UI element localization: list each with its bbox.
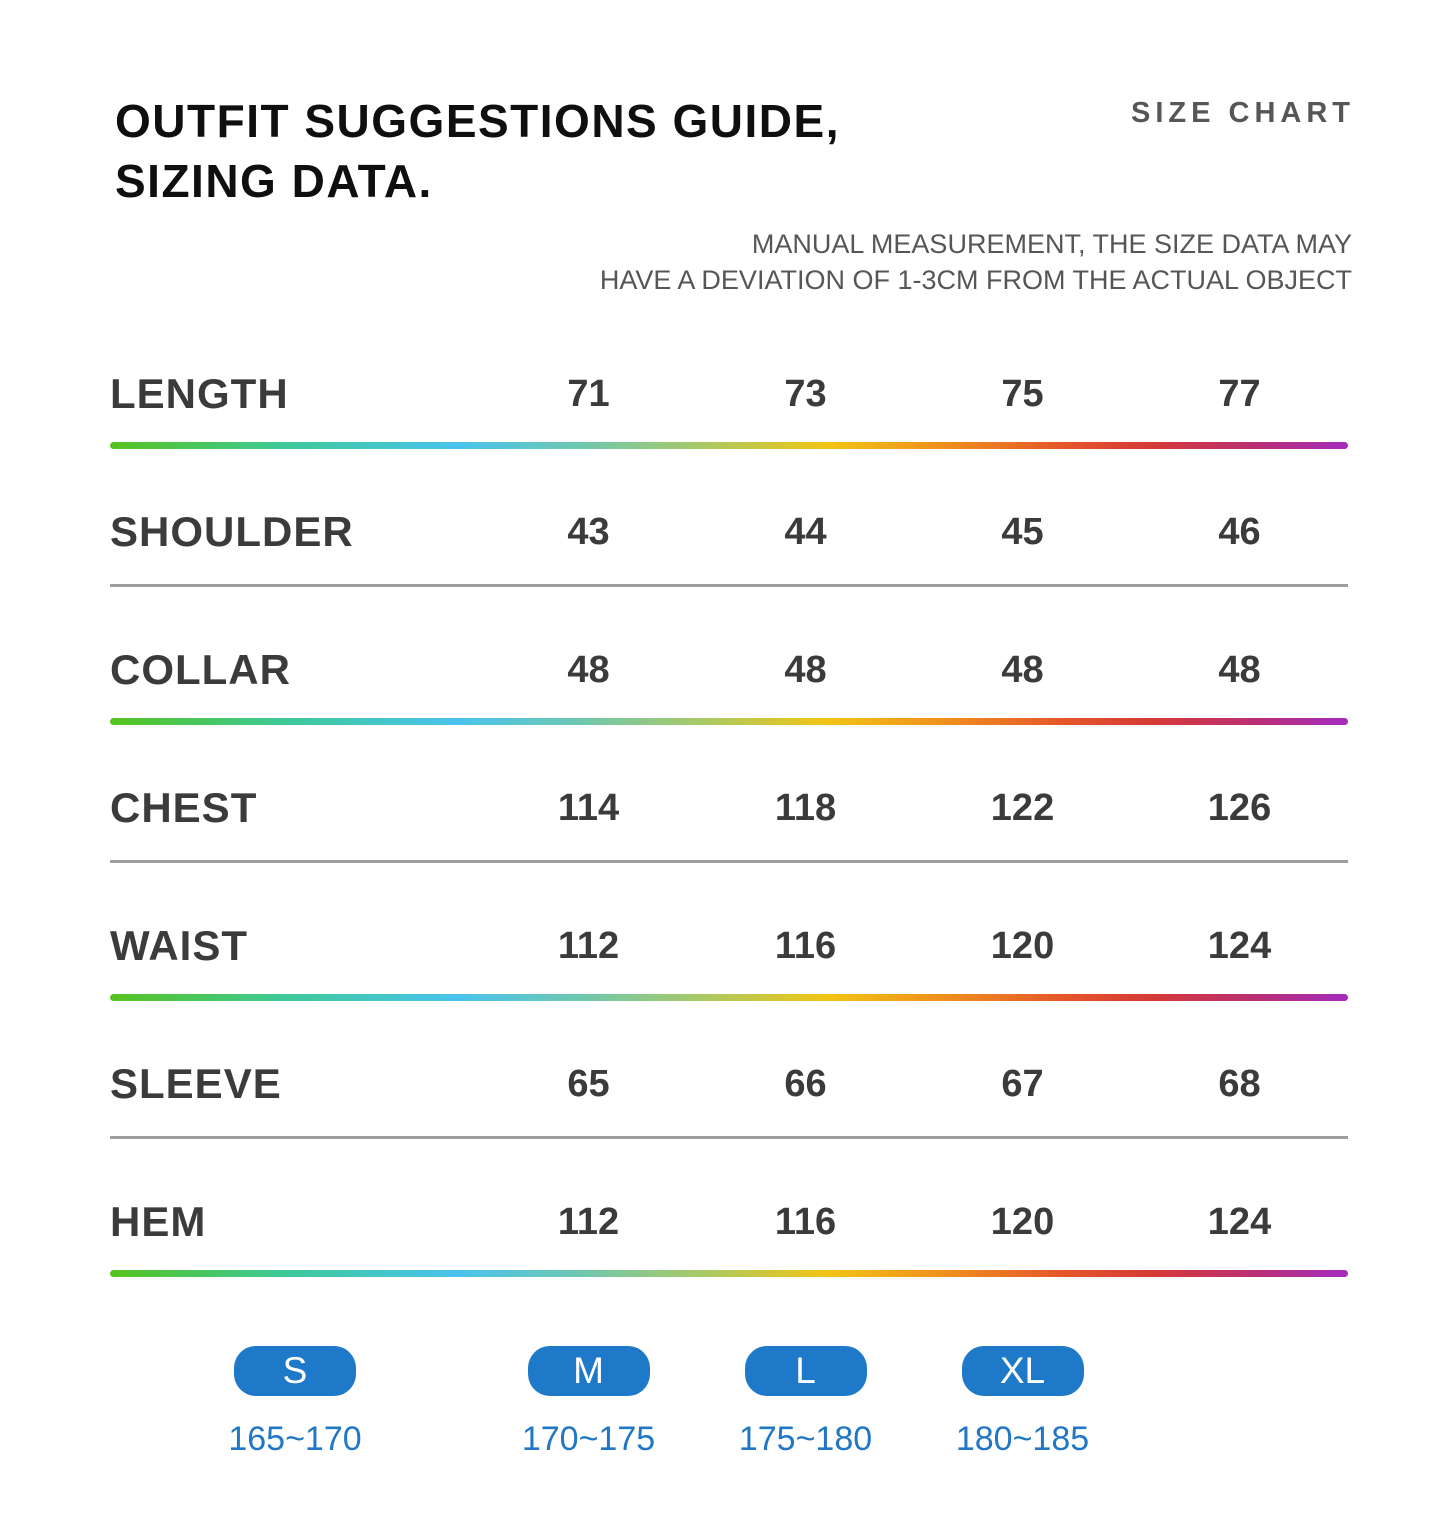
- size-chart-label: SIZE CHART: [1131, 97, 1355, 129]
- size-option: S 165~170: [110, 1346, 480, 1459]
- height-range: 165~170: [228, 1420, 362, 1458]
- table-row: LENGTH 71 73 75 77: [110, 368, 1348, 506]
- row-value: 120: [990, 1200, 1055, 1243]
- table-row: SLEEVE 65 66 67 68: [110, 1058, 1348, 1196]
- row-label: CHEST: [110, 784, 258, 831]
- row-label: COLLAR: [110, 646, 291, 693]
- row-value: 66: [784, 1062, 827, 1105]
- row-divider-rainbow: [110, 994, 1348, 1001]
- table-row-text: WAIST 112 116 120 124: [110, 920, 1348, 972]
- size-pill-label: S: [282, 1350, 308, 1391]
- row-label: SLEEVE: [110, 1060, 282, 1107]
- table-row-text: LENGTH 71 73 75 77: [110, 368, 1348, 420]
- table-row-text: CHEST 114 118 122 126: [110, 782, 1348, 834]
- row-value: 43: [567, 510, 610, 553]
- row-value: 114: [557, 786, 620, 829]
- size-pill: XL: [961, 1346, 1084, 1396]
- row-value: 75: [1001, 372, 1044, 415]
- table-row: WAIST 112 116 120 124: [110, 920, 1348, 1058]
- table-row-text: COLLAR 48 48 48 48: [110, 644, 1348, 696]
- row-value: 44: [784, 510, 827, 553]
- page-title-line1: OUTFIT SUGGESTIONS GUIDE,: [115, 95, 840, 147]
- table-row-text: HEM 112 116 120 124: [110, 1196, 1348, 1248]
- table-row: SHOULDER 43 44 45 46: [110, 506, 1348, 644]
- row-value: 46: [1218, 510, 1261, 553]
- size-options-spacer: [1131, 1346, 1348, 1459]
- row-value: 68: [1218, 1062, 1261, 1105]
- row-value: 124: [1207, 924, 1272, 967]
- row-value: 48: [567, 648, 610, 691]
- row-label: WAIST: [110, 922, 248, 969]
- size-option: XL 180~185: [914, 1346, 1131, 1459]
- row-divider-gray: [110, 584, 1348, 587]
- table-row: COLLAR 48 48 48 48: [110, 644, 1348, 782]
- row-value: 112: [557, 1200, 620, 1243]
- height-range: 175~180: [738, 1420, 873, 1458]
- size-option: M 170~175: [480, 1346, 697, 1459]
- page-title: OUTFIT SUGGESTIONS GUIDE, SIZING DATA.: [115, 92, 840, 212]
- table-row-text: SHOULDER 43 44 45 46: [110, 506, 1348, 558]
- row-value: 122: [990, 786, 1055, 829]
- height-range: 180~185: [955, 1420, 1090, 1458]
- row-divider-rainbow: [110, 1270, 1348, 1277]
- height-range: 170~175: [521, 1420, 656, 1458]
- row-value: 65: [567, 1062, 610, 1105]
- row-value: 48: [1001, 648, 1044, 691]
- page-title-line2: SIZING DATA.: [115, 154, 433, 207]
- row-value: 73: [784, 372, 827, 415]
- row-value: 124: [1207, 1200, 1272, 1243]
- row-value: 116: [774, 1200, 837, 1243]
- row-divider-rainbow: [110, 442, 1348, 449]
- size-options-row: S 165~170 M 170~175 L 175~180 XL 180~185: [110, 1346, 1348, 1459]
- row-value: 126: [1207, 786, 1272, 829]
- size-pill-label: L: [795, 1350, 816, 1391]
- size-table: LENGTH 71 73 75 77 SHOULDER 43 44 45 46 COLLAR 48 48…: [110, 368, 1348, 1334]
- row-divider-rainbow: [110, 718, 1348, 725]
- measurement-disclaimer-line2: HAVE A DEVIATION OF 1-3CM FROM THE ACTUA…: [599, 265, 1352, 296]
- row-label: HEM: [110, 1198, 207, 1245]
- row-divider-gray: [110, 1136, 1348, 1139]
- row-value: 112: [557, 924, 620, 967]
- measurement-disclaimer: MANUAL MEASUREMENT, THE SIZE DATA MAY HA…: [600, 226, 1352, 299]
- row-value: 120: [990, 924, 1055, 967]
- row-value: 67: [1001, 1062, 1044, 1105]
- row-label: SHOULDER: [110, 508, 354, 555]
- size-option: L 175~180: [697, 1346, 914, 1459]
- row-value: 71: [567, 372, 610, 415]
- row-value: 48: [1218, 648, 1261, 691]
- size-pill-label: XL: [999, 1350, 1046, 1391]
- row-value: 48: [784, 648, 827, 691]
- size-pill-label: M: [573, 1350, 604, 1391]
- row-value: 118: [774, 786, 837, 829]
- table-row: HEM 112 116 120 124: [110, 1196, 1348, 1334]
- row-value: 116: [774, 924, 837, 967]
- row-divider-gray: [110, 860, 1348, 863]
- table-row: CHEST 114 118 122 126: [110, 782, 1348, 920]
- measurement-disclaimer-line1: MANUAL MEASUREMENT, THE SIZE DATA MAY: [751, 229, 1352, 259]
- size-pill: L: [744, 1346, 867, 1396]
- row-value: 77: [1218, 372, 1261, 415]
- size-pill: M: [527, 1346, 650, 1396]
- row-value: 45: [1001, 510, 1044, 553]
- row-label: LENGTH: [110, 370, 289, 417]
- size-pill: S: [234, 1346, 356, 1396]
- table-row-text: SLEEVE 65 66 67 68: [110, 1058, 1348, 1110]
